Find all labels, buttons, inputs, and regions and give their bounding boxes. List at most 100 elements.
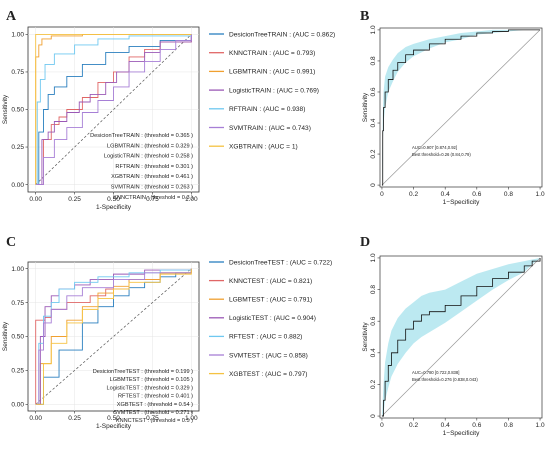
y-tick-label: 0.25 [11,368,24,375]
y-tick-label: 0.6 [370,316,377,325]
x-tick-label: 1.00 [185,196,198,203]
threshold-annotation: XGBTEST : (threshold = 0.54 ) [117,402,193,408]
y-tick-label: 0.8 [370,56,377,65]
y-tick-label: 0.00 [11,401,24,408]
auc-annotation: AUC=0.780 [0.722,0.838] [412,370,459,375]
y-tick-label: 0.75 [11,300,24,307]
x-tick-label: 1.0 [536,191,545,198]
y-axis-title: Sensitivity [2,94,9,124]
legend-label: XGBTEST : (AUC = 0.797) [229,371,307,378]
roc-curve [35,268,192,405]
y-tick-label: 0.2 [370,149,377,158]
chart-panel-b: B 00 0.2 0.2 0.4 0.4 0.6 0.6 0.8 0.8 1.0 1.0 1−Speci… [360,9,545,206]
confidence-band [381,257,541,417]
legend-label: KNNCTRAIN : (AUC = 0.793) [229,50,315,57]
threshold-annotation: SVMTEST : (threshold = 0.271 ) [113,410,193,416]
roc-curve [35,34,192,186]
threshold-annotation: DesicionTreeTEST : (threshold = 0.199 ) [93,369,193,375]
legend-label: LGBMTRAIN : (AUC = 0.991) [229,69,315,76]
legend-label: LogisticTRAIN : (AUC = 0.769) [229,87,319,94]
x-tick-label: 0.4 [441,422,450,429]
panel-letter: C [6,235,16,250]
y-tick-label: 1.0 [370,253,377,262]
y-tick-label: 1.00 [11,266,24,273]
x-axis-title: 1-Specificity [96,204,132,211]
legend-label: SVMTEST : (AUC = 0.858) [229,352,308,359]
panel-letter: B [360,9,369,24]
reference-diagonal [35,34,192,185]
x-axis-title: 1−Specificity [443,430,480,437]
legend-label: SVMTRAIN : (AUC = 0.743) [229,125,311,132]
y-tick-label: 0.4 [370,118,377,127]
legend-label: DesicionTreeTEST : (AUC = 0.722) [229,259,332,266]
plot-frame [379,255,543,419]
threshold-annotation: LGBMTRAIN : (threshold = 0.329 ) [107,143,193,149]
x-tick-label: 1.00 [185,415,198,422]
x-tick-label: 0.00 [29,415,42,422]
y-tick-label: 0.00 [11,182,24,189]
legend-label: RFTRAIN : (AUC = 0.938) [229,106,305,113]
y-tick-label: 0.50 [11,107,24,114]
threshold-annotation: XGBTRAIN : (threshold = 0.461 ) [111,174,193,180]
y-tick-label: 0.8 [370,285,377,294]
reference-diagonal [381,29,541,186]
legend-label: XGBTRAIN : (AUC = 1) [229,144,298,151]
plot-frame [379,27,543,188]
y-tick-label: 0.50 [11,334,24,341]
chart-panel-a: A 0.00 0.00 0.25 0.25 0.50 0.50 0.75 0.75 1.00 1.0… [2,9,335,211]
roc-curve [35,34,192,186]
x-tick-label: 0.25 [68,196,81,203]
chart-panel-d: D 00 0.2 0.2 0.4 0.4 0.6 0.6 0.8 0.8 1.0 1.0 1−Speci… [360,235,545,437]
threshold-annotation: Best threshold=0.276 (0.838,0.043) [412,377,478,382]
threshold-annotation: Best threshold=0.26 (0.84,0.79) [412,152,471,157]
x-tick-label: 0.00 [29,196,42,203]
roc-curve [35,34,192,186]
threshold-annotation: LogisticTRAIN : (threshold = 0.258 ) [104,154,193,160]
threshold-annotation: RFTRAIN : (threshold = 0.301 ) [115,164,193,170]
y-axis-title: Sensitivity [2,321,9,351]
y-tick-label: 0.2 [370,380,377,389]
y-tick-label: 0.75 [11,69,24,76]
roc-curve [35,34,192,186]
roc-curve [35,33,192,185]
x-tick-label: 0.2 [409,422,418,429]
legend-label: LogisticTEST : (AUC = 0.904) [229,315,316,322]
auc-annotation: AUC=0.907 [0.874,0.92] [412,145,457,150]
reference-diagonal [381,257,541,417]
legend-label: DesicionTreeTRAIN : (AUC = 0.862) [229,31,335,38]
roc-curve [381,257,541,417]
y-tick-label: 0.6 [370,87,377,96]
y-tick-label: 1.00 [11,32,24,39]
y-tick-label: 1.0 [370,25,377,34]
x-tick-label: 0 [380,191,384,198]
threshold-annotation: SVMTRAIN : (threshold = 0.263 ) [111,185,193,191]
threshold-annotation: DesicionTreeTRAIN : (threshold = 0.365 ) [90,133,193,139]
threshold-annotation: LogisticTEST : (threshold = 0.329 ) [107,385,194,391]
roc-curve [35,33,192,185]
x-tick-label: 0.75 [146,196,159,203]
x-tick-label: 0.8 [504,422,513,429]
x-axis-title: 1-Specificity [96,423,132,430]
roc-curve [35,34,192,186]
x-tick-label: 0.25 [68,415,81,422]
legend-label: KNNCTEST : (AUC = 0.821) [229,278,312,285]
reference-diagonal [35,268,192,405]
threshold-annotation: RFTEST : (threshold = 0.401 ) [118,394,193,400]
panel-letter: D [360,235,370,250]
x-tick-label: 0.6 [472,422,481,429]
x-axis-title: 1−Specificity [443,199,480,206]
x-tick-label: 0.8 [504,191,513,198]
roc-curve [381,29,541,186]
x-tick-label: 1.0 [536,422,545,429]
x-tick-label: 0 [380,422,384,429]
y-axis-title: Sensitivity [362,92,369,122]
threshold-annotation: LGBMTEST : (threshold = 0.105 ) [110,377,194,383]
panel-letter: A [6,9,17,24]
x-tick-label: 0.4 [441,191,450,198]
legend-label: LGBMTEST : (AUC = 0.791) [229,297,312,304]
y-tick-label: 0.4 [370,348,377,357]
y-tick-label: 0.25 [11,144,24,151]
threshold-annotation: KNNCTEST : (threshold = 0.5 ) [116,418,193,424]
roc-curve [35,268,192,405]
